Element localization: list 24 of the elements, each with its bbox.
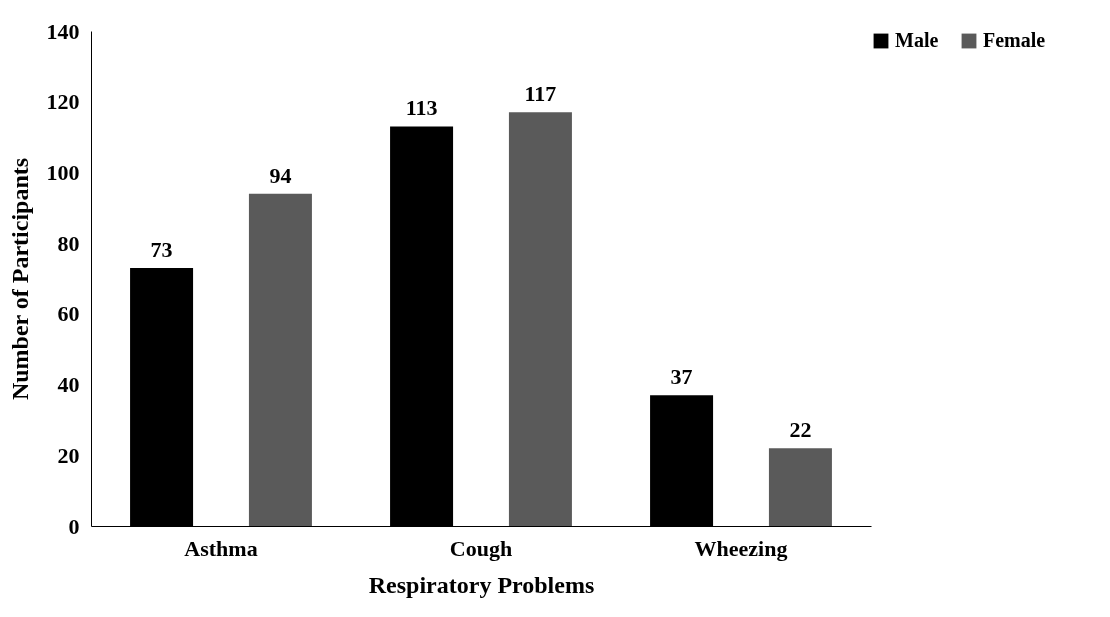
data-label: 113 <box>405 95 438 121</box>
y-tick-label: 60 <box>57 301 80 327</box>
legend-label: Male <box>895 29 939 51</box>
bar <box>248 193 312 526</box>
x-tick-label: Cough <box>449 535 513 561</box>
y-tick-label: 20 <box>57 442 80 468</box>
y-tick-label: 100 <box>46 159 80 185</box>
bar <box>768 448 832 526</box>
bar <box>508 112 572 526</box>
data-label: 73 <box>150 236 173 262</box>
y-tick-label: 120 <box>46 89 80 115</box>
legend-label: Female <box>983 29 1046 51</box>
x-tick-label: Asthma <box>184 535 258 561</box>
y-tick-label: 40 <box>57 372 80 398</box>
y-tick-label: 140 <box>46 18 80 44</box>
data-label: 94 <box>269 162 292 188</box>
data-label: 117 <box>524 81 557 107</box>
x-tick-label: Wheezing <box>694 535 788 561</box>
y-axis-title: Number of Participants <box>6 157 33 401</box>
y-tick-label: 0 <box>68 513 80 539</box>
x-axis-title: Respiratory Problems <box>368 571 595 598</box>
data-label: 22 <box>789 417 812 443</box>
y-tick-label: 80 <box>57 230 80 256</box>
data-label: 37 <box>670 364 693 390</box>
